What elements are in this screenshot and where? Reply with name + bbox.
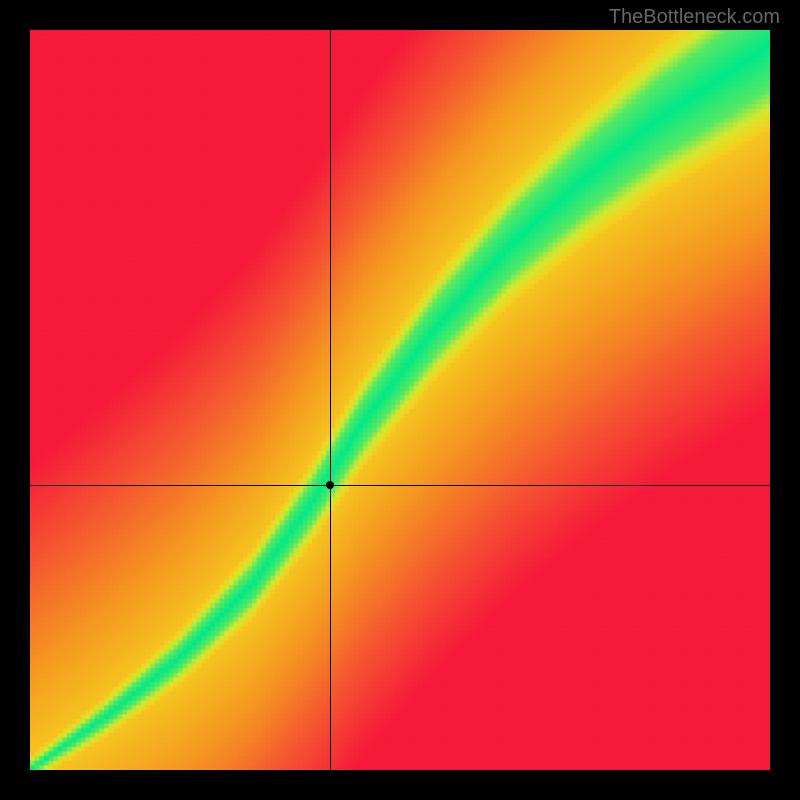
crosshair-horizontal — [30, 485, 770, 486]
marker-dot — [326, 481, 334, 489]
heatmap-canvas — [30, 30, 770, 770]
crosshair-vertical — [330, 30, 331, 770]
watermark-text: TheBottleneck.com — [609, 6, 780, 29]
heatmap-plot-area — [30, 30, 770, 770]
